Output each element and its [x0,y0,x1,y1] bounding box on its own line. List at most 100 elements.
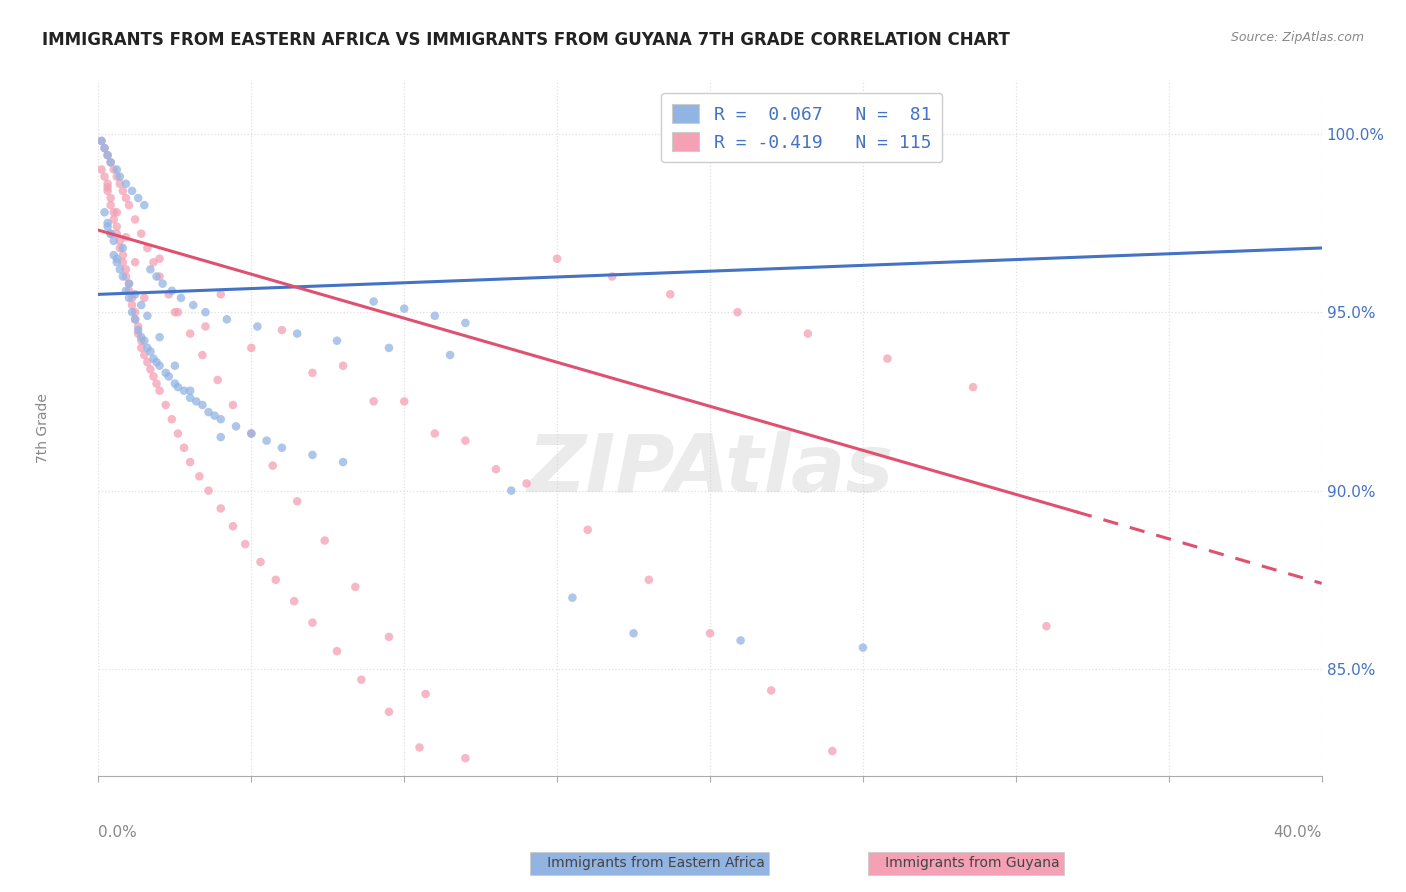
Point [145,269,167,284]
Point [222,519,245,533]
Point [699,626,721,640]
Point [262,458,284,473]
Point [301,615,323,630]
Point [149,252,172,266]
Point [344,580,367,594]
Point [378,341,401,355]
Point [363,294,385,309]
Point [121,184,143,198]
Point [332,359,354,373]
Point [121,298,143,312]
Point [97,148,120,162]
Point [103,212,125,227]
Point [485,462,508,476]
Text: Immigrants from Guyana: Immigrants from Guyana [872,856,1059,871]
Point [100,227,122,241]
Point [179,455,201,469]
Point [145,355,167,369]
Point [124,287,146,301]
Point [142,351,165,366]
Point [149,269,172,284]
Point [93,169,115,184]
Point [97,148,120,162]
Point [256,434,278,448]
Point [105,255,128,269]
Point [124,312,146,326]
Text: 0.0%: 0.0% [98,825,138,839]
Point [623,626,645,640]
Point [181,298,204,312]
Point [516,476,538,491]
Point [127,323,149,337]
Point [852,640,875,655]
Point [129,227,152,241]
Point [100,155,122,169]
Point [105,205,128,219]
Text: Source: ZipAtlas.com: Source: ZipAtlas.com [1230,31,1364,45]
Point [97,216,120,230]
Point [160,412,183,426]
Point [197,405,219,419]
Point [454,434,477,448]
Point [270,441,292,455]
Point [163,305,186,319]
Point [962,380,984,394]
Point [423,309,446,323]
Point [283,594,305,608]
Point [600,269,623,284]
Point [167,305,190,319]
Point [167,426,190,441]
Point [105,169,128,184]
Point [100,198,122,212]
Point [108,241,131,255]
Point [1035,619,1057,633]
Point [392,394,416,409]
Point [188,469,211,483]
Point [209,501,232,516]
Point [439,348,461,362]
Point [115,262,138,277]
Point [134,334,156,348]
Point [378,705,401,719]
Point [501,483,523,498]
Point [209,430,232,444]
Point [659,287,682,301]
Point [121,305,143,319]
Point [173,384,195,398]
Point [115,284,138,298]
Point [240,426,263,441]
Point [136,241,159,255]
Point [105,219,128,234]
Point [90,134,112,148]
Point [270,323,292,337]
Point [943,876,966,890]
Point [97,180,120,194]
Point [103,205,125,219]
Point [127,191,149,205]
Point [191,348,214,362]
Point [163,376,186,391]
Point [129,334,152,348]
Point [105,252,128,266]
Point [454,751,477,765]
Point [124,312,146,326]
Point [100,227,122,241]
Point [170,291,193,305]
Point [314,533,336,548]
Point [118,198,141,212]
Point [145,376,167,391]
Point [111,184,134,198]
Point [209,287,232,301]
Point [108,177,131,191]
Text: 7th Grade: 7th Grade [37,393,51,463]
Point [124,212,146,227]
Point [111,248,134,262]
Text: IMMIGRANTS FROM EASTERN AFRICA VS IMMIGRANTS FROM GUYANA 7TH GRADE CORRELATION C: IMMIGRANTS FROM EASTERN AFRICA VS IMMIGR… [42,31,1010,49]
Point [121,291,143,305]
Point [118,284,141,298]
Text: 40.0%: 40.0% [1274,825,1322,839]
Point [139,362,162,376]
Point [160,284,183,298]
Point [115,191,138,205]
Point [285,494,308,508]
